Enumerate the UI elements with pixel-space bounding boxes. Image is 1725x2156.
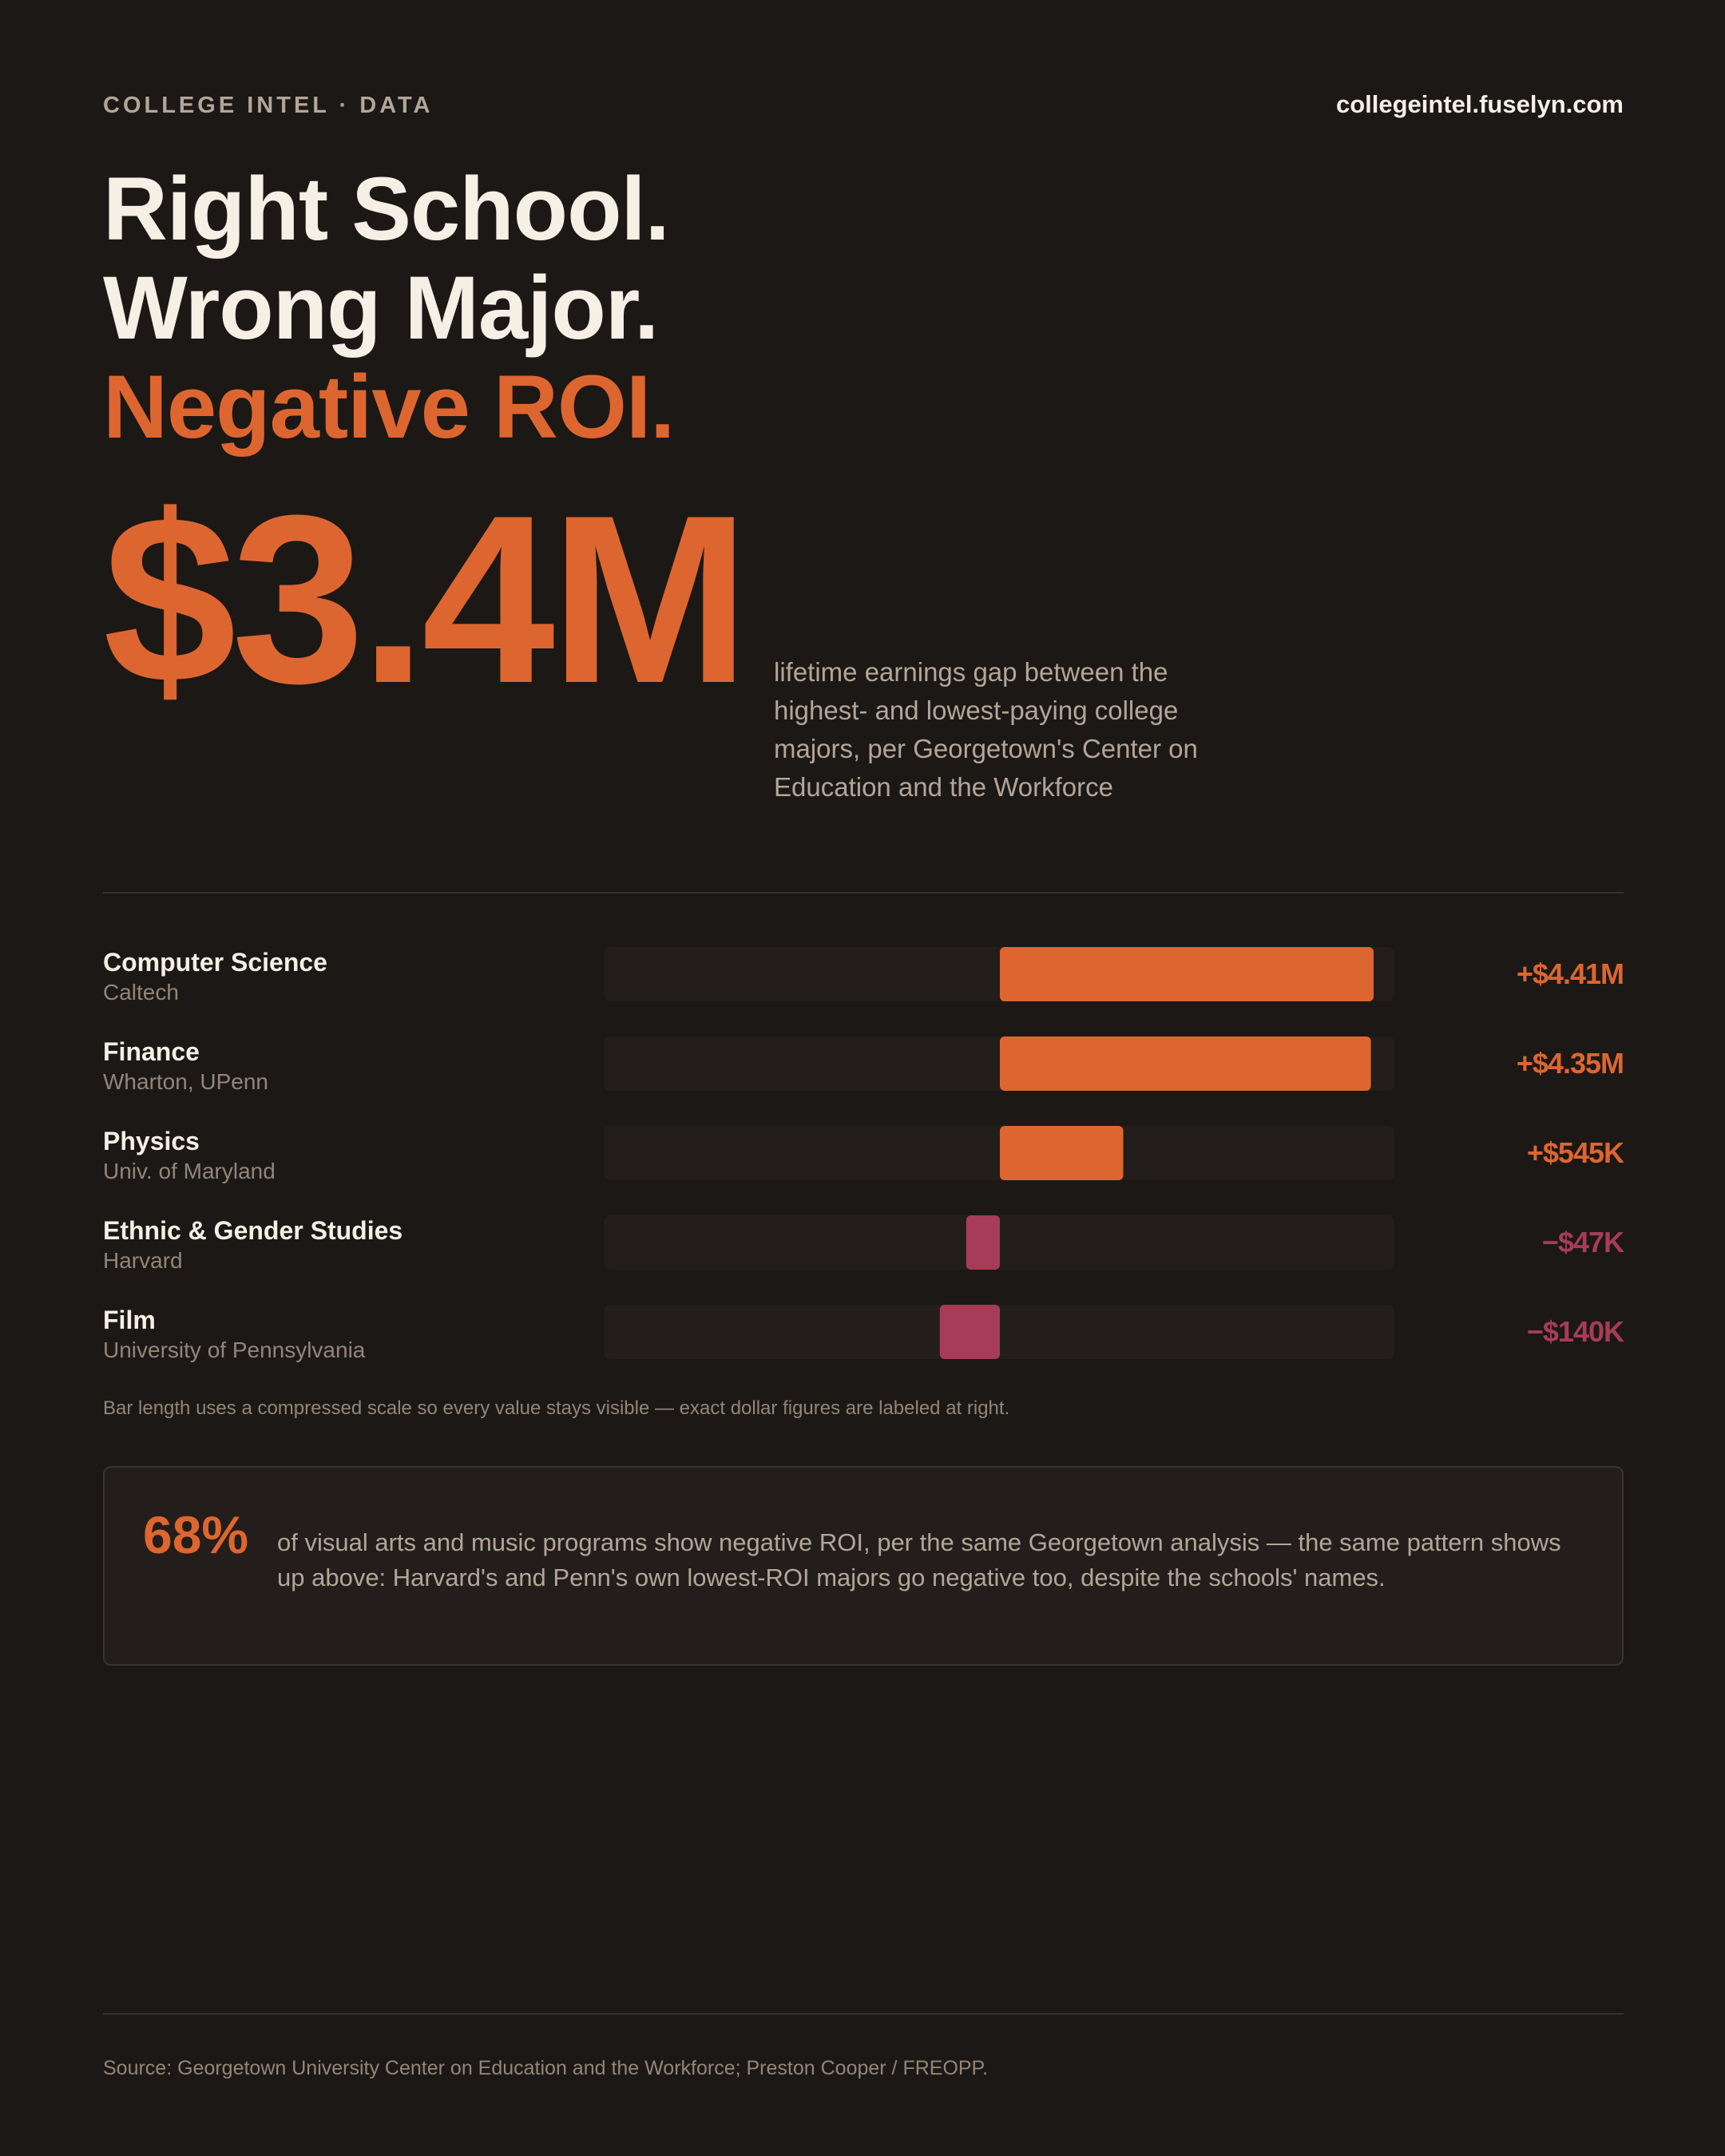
bar-chart-svg (604, 947, 1394, 1359)
headline: Right School. Wrong Major. Negative ROI. (103, 159, 675, 457)
major-name: Computer Science (103, 948, 327, 977)
big-stat-description: lifetime earnings gap between the highes… (774, 657, 1198, 802)
brand-label: COLLEGE INTEL · DATA (103, 93, 434, 118)
chart-note: Bar length uses a compressed scale so ev… (103, 1397, 1010, 1419)
row-label: Computer Science Caltech (103, 947, 598, 1008)
row-label: Physics Univ. of Maryland (103, 1126, 598, 1187)
positive-bar (1000, 947, 1374, 1001)
headline-line-3: Negative ROI. (103, 357, 675, 457)
row-label: Ethnic & Gender Studies Harvard (103, 1215, 598, 1276)
footer-divider (103, 2013, 1624, 2015)
positive-bar (1000, 1036, 1371, 1091)
positive-bar (1000, 1126, 1124, 1180)
callout-box: 68% of visual arts and music programs sh… (103, 1466, 1624, 1666)
bar-track (604, 1126, 1394, 1180)
callout-text: of visual arts and music programs show n… (277, 1528, 1561, 1591)
value-label: +$4.41M (1516, 957, 1624, 990)
major-name: Finance (103, 1037, 200, 1066)
callout-percent: 68% (143, 1505, 249, 1564)
infographic-page: COLLEGE INTEL · DATA collegeintel.fusely… (103, 0, 1624, 2156)
major-name: Ethnic & Gender Studies (103, 1216, 403, 1245)
roi-bar-chart: Computer Science Caltech +$4.41M Finance Wha… (103, 947, 1624, 1362)
school-name: Caltech (103, 980, 179, 1005)
source-note: Source: Georgetown University Center on … (103, 2057, 988, 2079)
big-stat-value: $3.4M (103, 465, 750, 733)
negative-bar (939, 1305, 1000, 1359)
row-label: Film University of Pennsylvania (103, 1305, 598, 1365)
major-name: Film (103, 1306, 156, 1334)
site-url: collegeintel.fuselyn.com (1335, 90, 1624, 118)
school-name: Harvard (103, 1248, 183, 1273)
major-name: Physics (103, 1127, 200, 1155)
value-label: −$140K (1526, 1315, 1624, 1348)
headline-line-2: Wrong Major. (103, 258, 659, 358)
school-name: University of Pennsylvania (103, 1338, 366, 1362)
section-divider (103, 892, 1624, 894)
value-label: +$4.35M (1516, 1047, 1624, 1080)
value-label: −$47K (1541, 1226, 1624, 1258)
row-label: Finance Wharton, UPenn (103, 1036, 598, 1097)
school-name: Univ. of Maryland (103, 1159, 276, 1183)
negative-bar (966, 1215, 1000, 1270)
headline-line-1: Right School. (103, 159, 670, 259)
value-label: +$545K (1526, 1136, 1624, 1169)
school-name: Wharton, UPenn (103, 1069, 268, 1094)
